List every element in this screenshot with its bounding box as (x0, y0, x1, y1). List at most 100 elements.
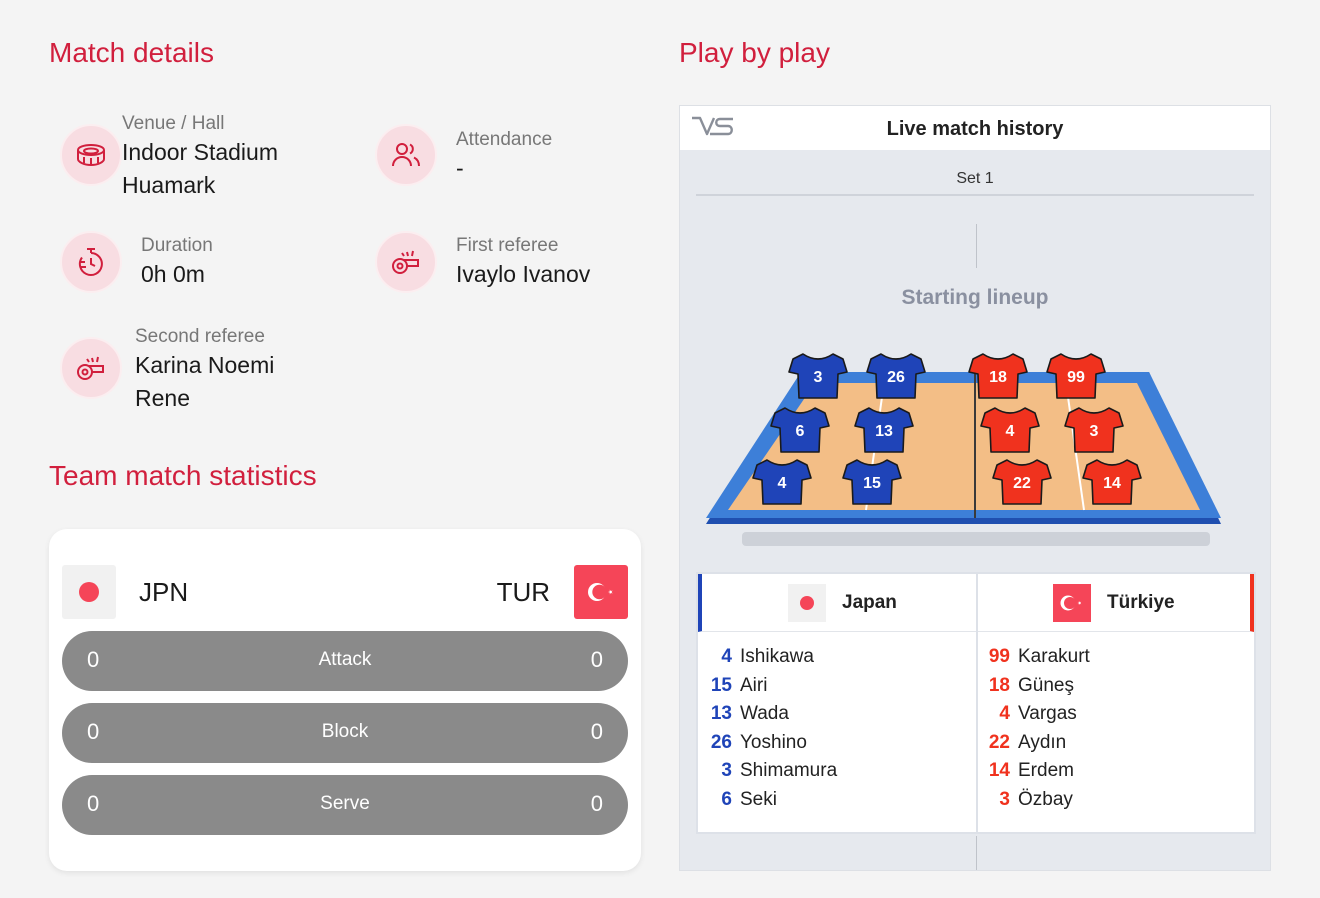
player-number: 26 (710, 731, 732, 753)
away-block-value: 0 (590, 719, 603, 744)
jersey-number: 13 (875, 423, 893, 440)
away-team-code: TUR (496, 577, 550, 607)
jersey-number: 22 (1013, 475, 1031, 492)
home-player-row: 3 Shimamura (706, 760, 837, 789)
away-jersey-14: 14 (1082, 459, 1142, 505)
venue-detail: Venue / Hall Indoor Stadium Huamark (60, 112, 278, 202)
people-icon (375, 124, 437, 186)
turkey-flag-icon (1053, 584, 1091, 622)
home-team-name: Japan (842, 592, 897, 613)
player-number: 22 (988, 731, 1010, 753)
player-name: Airi (740, 674, 768, 696)
widget-header: Live match history (680, 106, 1270, 150)
set-underline (696, 194, 1254, 196)
home-serve-value: 0 (87, 791, 100, 816)
away-serve-value: 0 (590, 791, 603, 816)
venue-label: Venue / Hall (122, 113, 225, 134)
serve-label: Serve (320, 793, 370, 814)
away-jersey-3: 3 (1064, 407, 1124, 453)
team-stats-card: JPN TUR 0 Attack 0 0 Block 0 0 Serve 0 (49, 529, 641, 871)
jersey-number: 15 (863, 475, 881, 492)
timeline-line (976, 224, 977, 268)
home-player-list: 4 Ishikawa 15 Airi 13 Wada 26 Yoshino 3 Shimamura… (706, 646, 837, 817)
block-stat-row: 0 Block 0 (62, 703, 628, 763)
player-name: Vargas (1018, 703, 1077, 724)
player-name: Shimamura (740, 760, 838, 781)
jersey-number: 6 (796, 423, 805, 440)
second-referee-detail: Second referee Karina Noemi Rene (60, 325, 274, 415)
away-player-row: 99 Karakurt (984, 646, 1090, 675)
jersey-number: 99 (1067, 369, 1085, 386)
block-label: Block (321, 721, 369, 742)
player-number: 6 (721, 788, 732, 810)
serve-stat-row: 0 Serve 0 (62, 775, 628, 835)
jersey-number: 14 (1103, 475, 1121, 492)
player-name: Aydın (1018, 731, 1067, 753)
home-block-value: 0 (87, 719, 100, 744)
first-referee-value: Ivaylo Ivanov (456, 261, 591, 287)
attendance-label: Attendance (456, 129, 553, 150)
duration-detail: Duration 0h 0m (60, 231, 213, 293)
volleyball-court: 3 26 6 13 4 15 18 99 4 3 22 14 (706, 353, 1221, 546)
starting-rosters: Japan Türkiye 4 Ishikawa 15 Airi 13 Wada 26 Yos… (696, 572, 1256, 834)
whistle-icon (60, 337, 122, 399)
away-jersey-18: 18 (968, 353, 1028, 399)
play-by-play-title: Play by play (679, 37, 830, 68)
player-number: 3 (999, 788, 1010, 810)
attack-stat-row: 0 Attack 0 (62, 631, 628, 691)
attendance-value: - (456, 155, 464, 181)
player-number: 18 (988, 674, 1010, 696)
second-referee-label: Second referee (135, 326, 265, 347)
away-player-row: 14 Erdem (984, 760, 1090, 789)
whistle-icon (375, 231, 437, 293)
stadium-icon (60, 124, 122, 186)
player-name: Ishikawa (740, 646, 814, 667)
attack-label: Attack (318, 649, 372, 670)
venue-value-line1: Indoor Stadium (122, 139, 278, 165)
jersey-number: 26 (887, 369, 905, 386)
away-jersey-4: 4 (980, 407, 1040, 453)
away-jersey-22: 22 (992, 459, 1052, 505)
away-player-row: 22 Aydın (984, 732, 1090, 761)
jersey-number: 3 (814, 369, 823, 386)
player-name: Erdem (1018, 760, 1074, 781)
starting-lineup-title: Starting lineup (901, 286, 1049, 309)
home-jersey-26: 26 (866, 353, 926, 399)
match-details-title: Match details (49, 37, 214, 68)
player-number: 4 (721, 646, 732, 667)
home-jersey-6: 6 (770, 407, 830, 453)
home-jersey-15: 15 (842, 459, 902, 505)
away-player-row: 18 Güneş (984, 675, 1090, 704)
timeline-line (976, 836, 977, 870)
home-roster-header: Japan (698, 574, 977, 632)
player-name: Güneş (1018, 674, 1074, 696)
home-player-row: 13 Wada (706, 703, 837, 732)
player-number: 99 (988, 646, 1010, 667)
japan-flag-icon (788, 584, 826, 622)
set-label[interactable]: Set 1 (956, 170, 994, 187)
player-name: Karakurt (1018, 646, 1090, 667)
away-player-list: 99 Karakurt 18 Güneş 4 Vargas 22 Aydın 14 Erdem 3 Ö… (984, 646, 1090, 817)
player-name: Yoshino (740, 731, 807, 753)
player-name: Wada (740, 703, 789, 724)
player-name: Özbay (1018, 788, 1073, 810)
home-jersey-13: 13 (854, 407, 914, 453)
player-number: 4 (999, 703, 1010, 724)
live-history-title: Live match history (886, 118, 1064, 140)
japan-flag-icon (62, 565, 116, 619)
venue-value-line2: Huamark (122, 172, 216, 198)
stopwatch-icon (60, 231, 122, 293)
home-attack-value: 0 (87, 647, 100, 672)
team-row: JPN TUR (62, 565, 628, 619)
away-attack-value: 0 (590, 647, 603, 672)
away-player-row: 4 Vargas (984, 703, 1090, 732)
jersey-number: 18 (989, 369, 1007, 386)
player-name: Seki (740, 788, 777, 810)
attendance-detail: Attendance - (375, 124, 552, 186)
vs-logo-icon (690, 114, 736, 147)
turkey-flag-icon (574, 565, 628, 619)
duration-value: 0h 0m (141, 261, 205, 287)
roster-divider (976, 574, 978, 832)
jersey-number: 3 (1090, 423, 1099, 440)
player-number: 15 (710, 674, 732, 696)
